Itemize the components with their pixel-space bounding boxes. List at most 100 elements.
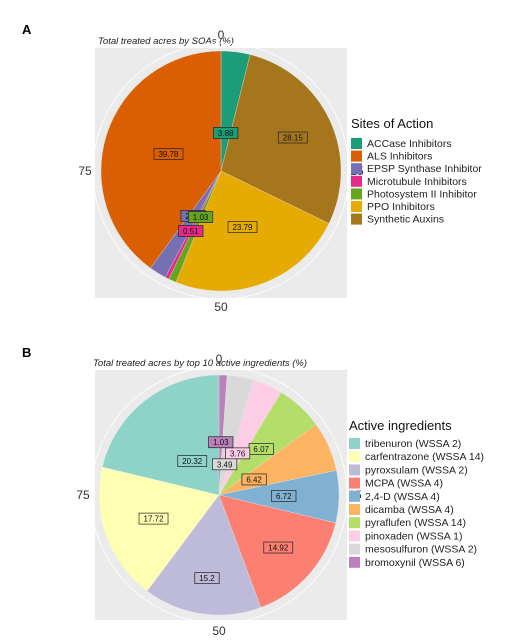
data-label: 23.79 <box>227 221 258 233</box>
chart-title: Total treated acres by top 10 active ing… <box>93 358 307 369</box>
data-label: 6.07 <box>248 443 274 455</box>
legend-swatch <box>349 504 360 515</box>
data-label: 0.51 <box>178 225 204 237</box>
data-label: 20.32 <box>177 455 208 467</box>
legend-item-label: ALS Inhibitors <box>367 151 432 163</box>
legend-item-label: PPO Inhibitors <box>367 201 435 213</box>
data-label-box <box>194 572 220 584</box>
data-label-value: 3.76 <box>230 449 246 458</box>
gridline-ring <box>92 42 350 300</box>
data-label-value: 14.92 <box>268 544 289 553</box>
legend-swatch <box>349 517 360 529</box>
legend-swatch <box>351 188 362 200</box>
legend-item-label: ACCase Inhibitors <box>367 138 452 150</box>
legend-swatch <box>351 175 362 187</box>
data-label-value: 3.88 <box>218 129 234 138</box>
legend-swatch <box>351 163 362 175</box>
data-label-box <box>177 455 208 467</box>
data-label-value: 39.78 <box>158 150 179 159</box>
legend-item-label: EPSP Synthase Inhibitor <box>367 163 482 175</box>
data-label-value: 20.32 <box>182 457 203 466</box>
chart-panel-b: B Total treated acres by top 10 active in… <box>22 345 484 638</box>
data-label-value: 15.2 <box>199 574 215 583</box>
data-label: 3.88 <box>213 127 239 139</box>
legend-item-label: pinoxaden (WSSA 1) <box>365 530 462 542</box>
legend-swatch <box>349 438 360 449</box>
data-label: 6.42 <box>241 473 267 486</box>
data-label-box <box>263 541 294 554</box>
data-label-value: 28.15 <box>283 134 304 143</box>
legend-item-label: dicamba (WSSA 4) <box>365 504 454 516</box>
data-label-value: 6.07 <box>253 445 269 454</box>
data-label: 6.72 <box>271 490 297 502</box>
tick-label: 0 <box>216 352 223 366</box>
data-label-value: 3.49 <box>217 460 233 469</box>
legend-swatch <box>349 556 360 568</box>
legend-swatch <box>349 530 360 542</box>
legend: Active ingredients tribenuron (WSSA 2)car… <box>349 418 484 569</box>
legend-item-label: 2,4-D (WSSA 4) <box>365 491 440 503</box>
data-label-box <box>188 211 214 223</box>
data-label-value: 1.03 <box>213 438 229 447</box>
data-label-box <box>225 447 251 460</box>
data-label-box <box>178 225 204 237</box>
data-label-value: 6.42 <box>246 475 262 484</box>
data-label-box <box>227 221 258 233</box>
data-label-box <box>277 131 308 144</box>
tick-label: 75 <box>76 488 90 502</box>
data-label-box <box>208 436 234 449</box>
data-label: 3.76 <box>225 447 251 460</box>
legend-item-label: MCPA (WSSA 4) <box>365 478 443 490</box>
data-label-box <box>213 127 239 139</box>
legend-swatch <box>351 213 362 225</box>
legend-swatch <box>349 451 360 463</box>
pie-slice-carfentrazone-wssa-14 <box>98 466 220 592</box>
data-label: 28.15 <box>277 131 308 144</box>
data-label: 14.92 <box>263 541 294 554</box>
chart-title: Total treated acres by SOAs (%) <box>98 36 234 47</box>
data-label: 1.03 <box>188 211 214 223</box>
legend-item-label: Microtubule Inhibitors <box>367 176 467 188</box>
legend-item-label: mesosulfuron (WSSA 2) <box>365 544 477 556</box>
gridline-ring <box>90 366 348 624</box>
legend-swatch <box>349 477 360 489</box>
data-label-box <box>271 490 297 502</box>
legend-item-label: carfentrazone (WSSA 14) <box>365 451 484 463</box>
legend-title: Active ingredients <box>349 418 452 433</box>
legend-swatch <box>349 490 360 502</box>
data-label-value: 23.79 <box>232 223 253 232</box>
legend-item-label: Photosystem II Inhibitor <box>367 188 477 200</box>
legend-title: Sites of Action <box>351 116 433 131</box>
chart-panel-a: A Total treated acres by SOAs (%) 3.88 39.7… <box>22 22 482 314</box>
data-label-box <box>241 473 267 486</box>
legend-swatch <box>351 201 362 212</box>
panel-letter: B <box>22 345 31 360</box>
data-label: 15.2 <box>194 572 220 584</box>
data-label-value: 17.72 <box>144 515 165 524</box>
data-label: 39.78 <box>153 148 184 160</box>
legend-swatch <box>351 138 362 149</box>
data-label-value: 6.72 <box>276 492 292 501</box>
data-label-value: 0.51 <box>183 227 199 236</box>
legend-item-label: pyraflufen (WSSA 14) <box>365 517 466 529</box>
legend-item-label: Synthetic Auxins <box>367 214 444 226</box>
legend-swatch <box>349 464 360 476</box>
pie-slice-pyroxsulam-wssa-2 <box>146 494 261 616</box>
data-label: 3.49 <box>212 458 238 471</box>
data-label: 1.03 <box>208 436 234 449</box>
data-label-value: 1.03 <box>193 213 209 222</box>
legend-item-label: bromoxynil (WSSA 6) <box>365 557 465 569</box>
tick-label: 50 <box>214 300 228 314</box>
data-label: 17.72 <box>138 512 169 525</box>
legend-item-label: tribenuron (WSSA 2) <box>365 438 461 450</box>
data-label-box <box>138 512 169 525</box>
tick-label: 0 <box>218 28 225 42</box>
tick-label: 75 <box>78 164 92 178</box>
legend-swatch <box>351 150 362 162</box>
panel-letter: A <box>22 22 32 37</box>
data-label-box <box>212 458 238 471</box>
tick-label: 50 <box>212 624 226 638</box>
legend-swatch <box>349 543 360 555</box>
